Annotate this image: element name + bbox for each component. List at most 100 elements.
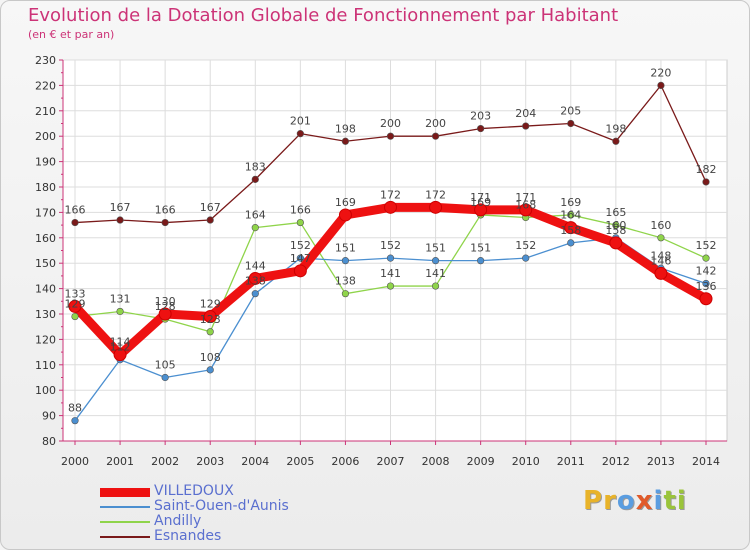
x-tick-label: 2008 — [422, 455, 450, 468]
data-point-villedoux[interactable] — [474, 203, 488, 217]
data-label-esnandes: 203 — [470, 110, 491, 123]
logo-letter: i — [676, 486, 687, 516]
data-point-esnandes[interactable] — [206, 216, 214, 224]
data-point-andilly[interactable] — [431, 282, 440, 290]
data-point-esnandes[interactable] — [71, 218, 79, 227]
data-point-andilly[interactable] — [341, 290, 350, 298]
x-tick-label: 2014 — [692, 455, 720, 468]
data-point-esnandes[interactable] — [522, 122, 530, 130]
data-point-villedoux[interactable] — [564, 221, 578, 235]
data-point-esnandes[interactable] — [251, 175, 259, 183]
data-label-esnandes: 220 — [650, 66, 671, 79]
data-point-saint-ouen-d-aunis[interactable] — [71, 417, 79, 425]
data-point-esnandes[interactable] — [612, 137, 620, 145]
chart-title: Evolution de la Dotation Globale de Fonc… — [28, 5, 619, 26]
data-point-villedoux[interactable] — [609, 236, 623, 250]
data-point-saint-ouen-d-aunis[interactable] — [522, 254, 530, 262]
x-tick-label: 2002 — [151, 455, 179, 468]
x-tick-label: 2005 — [286, 455, 314, 468]
data-point-esnandes[interactable] — [341, 137, 350, 145]
data-point-esnandes[interactable] — [567, 119, 575, 128]
data-point-villedoux[interactable] — [113, 348, 127, 362]
data-point-andilly[interactable] — [116, 307, 124, 316]
data-point-andilly[interactable] — [251, 224, 259, 232]
data-label-andilly: 141 — [425, 267, 446, 280]
data-label-saint-ouen-d-aunis: 148 — [650, 249, 671, 262]
data-point-villedoux[interactable] — [429, 200, 443, 214]
data-point-esnandes[interactable] — [477, 124, 485, 133]
data-point-andilly[interactable] — [206, 328, 214, 336]
data-label-saint-ouen-d-aunis: 151 — [470, 242, 491, 255]
data-label-villedoux: 169 — [335, 196, 356, 209]
y-tick-label: 150 — [35, 257, 56, 270]
data-point-villedoux[interactable] — [654, 266, 668, 280]
data-point-esnandes[interactable] — [702, 178, 710, 186]
data-point-villedoux[interactable] — [338, 208, 352, 222]
data-label-andilly: 131 — [110, 292, 131, 305]
data-point-saint-ouen-d-aunis[interactable] — [567, 239, 575, 247]
x-tick-label: 2007 — [377, 455, 405, 468]
data-point-esnandes[interactable] — [431, 132, 440, 140]
logo-letter: o — [616, 486, 636, 516]
data-point-villedoux[interactable] — [384, 200, 397, 214]
logo-letter: x — [635, 486, 654, 516]
data-label-andilly: 129 — [65, 298, 86, 311]
data-point-villedoux[interactable] — [699, 292, 713, 306]
legend-swatch-saint-ouen — [100, 506, 150, 508]
data-label-saint-ouen-d-aunis: 152 — [380, 239, 401, 252]
legend-label-villedoux: VILLEDOUX — [154, 483, 234, 499]
data-point-esnandes[interactable] — [296, 130, 304, 138]
data-point-andilly[interactable] — [657, 234, 665, 242]
legend-label-andilly: Andilly — [154, 513, 202, 529]
data-point-saint-ouen-d-aunis[interactable] — [161, 373, 169, 382]
data-point-villedoux[interactable] — [68, 299, 82, 313]
data-label-saint-ouen-d-aunis: 158 — [560, 224, 581, 237]
y-tick-label: 170 — [35, 206, 56, 219]
data-point-villedoux[interactable] — [519, 203, 533, 217]
legend-swatch-esnandes — [100, 536, 150, 538]
data-point-villedoux[interactable] — [248, 271, 262, 285]
data-label-villedoux: 172 — [425, 188, 446, 201]
data-point-villedoux[interactable] — [293, 264, 307, 278]
y-tick-label: 100 — [35, 384, 56, 397]
data-label-esnandes: 167 — [110, 201, 131, 214]
data-point-esnandes[interactable] — [116, 216, 124, 224]
data-point-andilly[interactable] — [296, 218, 304, 227]
data-point-saint-ouen-d-aunis[interactable] — [296, 254, 304, 262]
data-point-saint-ouen-d-aunis[interactable] — [251, 290, 259, 298]
data-point-andilly[interactable] — [386, 282, 395, 290]
data-point-andilly[interactable] — [71, 312, 79, 321]
data-label-saint-ouen-d-aunis: 151 — [335, 242, 356, 255]
data-point-andilly[interactable] — [567, 211, 575, 219]
data-label-villedoux: 147 — [290, 252, 311, 265]
x-tick-label: 2009 — [467, 455, 495, 468]
data-point-esnandes[interactable] — [161, 218, 169, 227]
data-labels: 166 167 166 167 183 201 198 200 200 203 204 205 198 2… — [65, 66, 717, 414]
legend-swatch-villedoux — [100, 488, 150, 497]
data-point-andilly[interactable] — [702, 254, 710, 262]
data-label-esnandes: 183 — [245, 160, 266, 173]
data-point-villedoux[interactable] — [203, 310, 217, 324]
data-point-andilly[interactable] — [612, 221, 620, 229]
y-tick-label: 210 — [35, 105, 56, 118]
data-point-saint-ouen-d-aunis[interactable] — [386, 254, 395, 262]
data-label-esnandes: 204 — [515, 107, 536, 120]
data-point-saint-ouen-d-aunis[interactable] — [702, 279, 710, 288]
data-point-saint-ouen-d-aunis[interactable] — [206, 366, 214, 374]
legend-label-esnandes: Esnandes — [154, 528, 222, 544]
data-label-villedoux: 144 — [245, 259, 266, 272]
data-point-saint-ouen-d-aunis[interactable] — [341, 257, 350, 265]
y-tick-label: 110 — [35, 359, 56, 372]
proxiti-logo: Proxiti — [583, 486, 687, 516]
data-label-esnandes: 201 — [290, 115, 311, 128]
data-point-esnandes[interactable] — [657, 81, 665, 89]
y-tick-label: 80 — [42, 435, 56, 448]
data-point-saint-ouen-d-aunis[interactable] — [477, 257, 485, 265]
data-label-villedoux: 164 — [560, 209, 581, 222]
data-point-esnandes[interactable] — [386, 132, 395, 140]
data-label-saint-ouen-d-aunis: 151 — [425, 242, 446, 255]
data-point-saint-ouen-d-aunis[interactable] — [431, 257, 440, 265]
data-label-villedoux: 114 — [110, 336, 131, 349]
data-point-villedoux[interactable] — [158, 307, 172, 321]
